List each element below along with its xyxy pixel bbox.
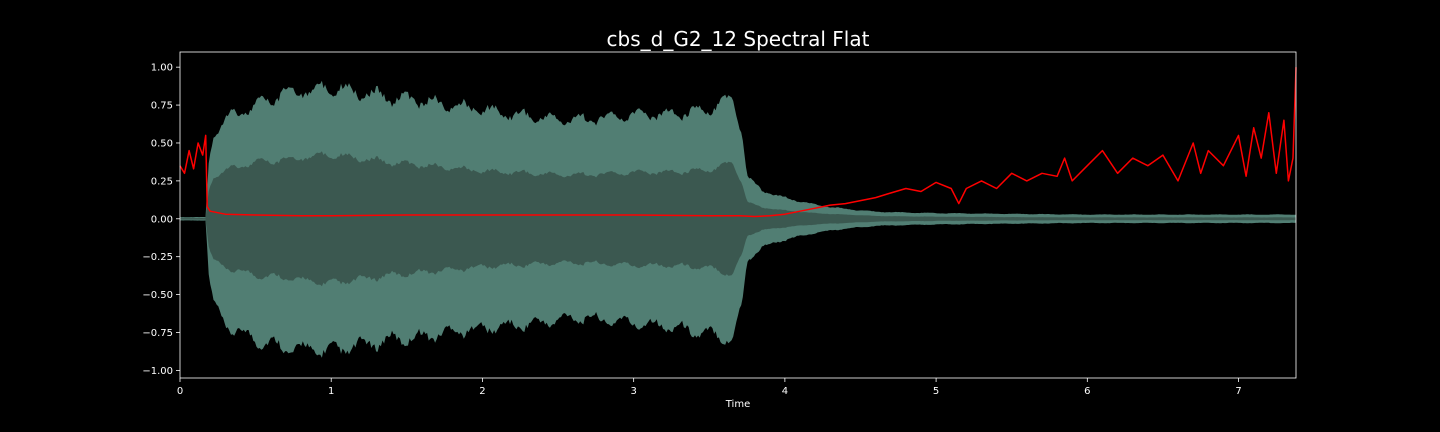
x-tick-label: 5 xyxy=(933,386,939,397)
y-tick-label: −0.25 xyxy=(142,252,173,263)
series-line-0 xyxy=(179,67,1297,218)
y-tick-label: 0.00 xyxy=(151,214,173,225)
x-tick-label: 7 xyxy=(1235,386,1241,397)
x-axis: 0 1 2 3 4 5 6 7 xyxy=(177,378,1242,397)
y-axis: 1.00 0.75 0.50 0.25 0.00 −0.25 −0.50 −0.75 −1.00 xyxy=(142,63,180,377)
x-tick-label: 0 xyxy=(177,386,183,397)
x-tick-label: 2 xyxy=(479,386,485,397)
x-tick-label: 4 xyxy=(782,386,788,397)
y-tick-label: 1.00 xyxy=(151,63,173,74)
y-tick-label: 0.75 xyxy=(151,101,173,112)
x-tick-label: 1 xyxy=(328,386,334,397)
y-tick-label: −0.50 xyxy=(142,290,173,301)
plot-area xyxy=(179,51,1297,379)
y-tick-label: −0.75 xyxy=(142,328,173,339)
chart-title: cbs_d_G2_12 Spectral Flat xyxy=(607,27,870,51)
y-tick-label: 0.50 xyxy=(151,138,173,149)
plot-frame xyxy=(179,51,1297,379)
waveform-core xyxy=(180,151,1296,287)
y-tick-label: −1.00 xyxy=(142,366,173,377)
y-tick-label: 0.25 xyxy=(151,176,173,187)
x-tick-label: 6 xyxy=(1084,386,1090,397)
x-tick-label: 3 xyxy=(630,386,636,397)
x-axis-label: Time xyxy=(725,399,750,410)
